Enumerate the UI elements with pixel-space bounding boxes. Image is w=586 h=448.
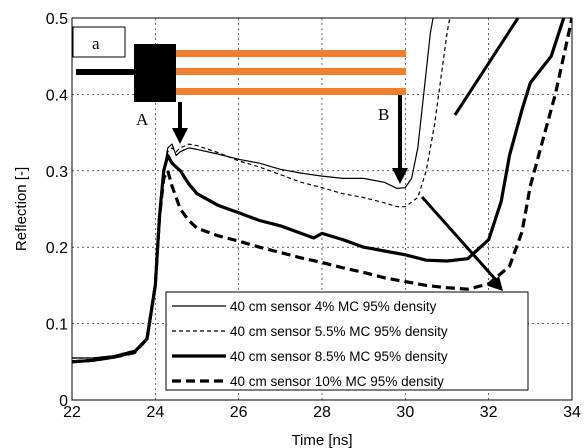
- sensor-head: [134, 44, 176, 102]
- legend-entry-2: 40 cm sensor 5.5% MC 95% density: [172, 324, 448, 339]
- cable-line: [76, 69, 136, 75]
- x-tick-label: 34: [563, 404, 581, 421]
- sensor-diagram: a A B: [72, 26, 406, 129]
- y-tick-label: 0.3: [46, 164, 68, 181]
- arrow-b-head: [392, 168, 408, 184]
- y-tick-label: 0.1: [46, 317, 68, 334]
- x-tick-label: 24: [146, 404, 164, 421]
- panel-label: a: [92, 34, 100, 53]
- x-tick-label: 28: [313, 404, 331, 421]
- x-tick-label: 30: [396, 404, 414, 421]
- y-tick-label: 0.5: [46, 11, 68, 28]
- y-axis-label: Reflection [-]: [13, 167, 30, 251]
- legend-label-1: 40 cm sensor 4% MC 95% density: [230, 299, 437, 314]
- arrow-c-shaft: [420, 196, 498, 281]
- series-layer: [72, 18, 572, 364]
- legend-entry-3: 40 cm sensor 8.5% MC 95% density: [172, 349, 448, 364]
- x-tick-label: 26: [230, 404, 248, 421]
- plot-frame: [71, 17, 573, 401]
- x-tick-label: 32: [480, 404, 498, 421]
- y-tick-label: 0.4: [46, 87, 68, 104]
- y-tick-label: 0: [59, 393, 68, 410]
- series-line-4: [72, 18, 572, 364]
- x-tick-label: 22: [63, 404, 81, 421]
- arrow-d-shaft: [453, 17, 520, 116]
- arrow-c-head: [488, 276, 503, 291]
- legend-entry-1: 40 cm sensor 4% MC 95% density: [172, 299, 437, 314]
- legend-box: [165, 291, 529, 391]
- legend: 40 cm sensor 4% MC 95% density 40 cm sen…: [165, 291, 529, 391]
- legend-label-2: 40 cm sensor 5.5% MC 95% density: [230, 324, 448, 339]
- arrows: [172, 17, 520, 291]
- legend-entry-4: 40 cm sensor 10% MC 95% density: [172, 374, 444, 389]
- legend-label-3: 40 cm sensor 8.5% MC 95% density: [230, 349, 448, 364]
- y-tick-label: 0.2: [46, 240, 68, 257]
- rod-2: [176, 68, 406, 75]
- rod-3: [176, 88, 406, 95]
- point-b-label: B: [378, 105, 389, 124]
- point-a-label: A: [136, 110, 149, 129]
- legend-label-4: 40 cm sensor 10% MC 95% density: [230, 374, 444, 389]
- tick-labels: 22 24 26 28 30 32 34 0 0.1 0.2 0.3 0.4 0.5: [46, 11, 581, 421]
- arrow-a-head: [172, 128, 188, 144]
- rod-1: [176, 50, 406, 57]
- x-axis-label: Time [ns]: [291, 432, 352, 448]
- sensor-box: [72, 26, 126, 58]
